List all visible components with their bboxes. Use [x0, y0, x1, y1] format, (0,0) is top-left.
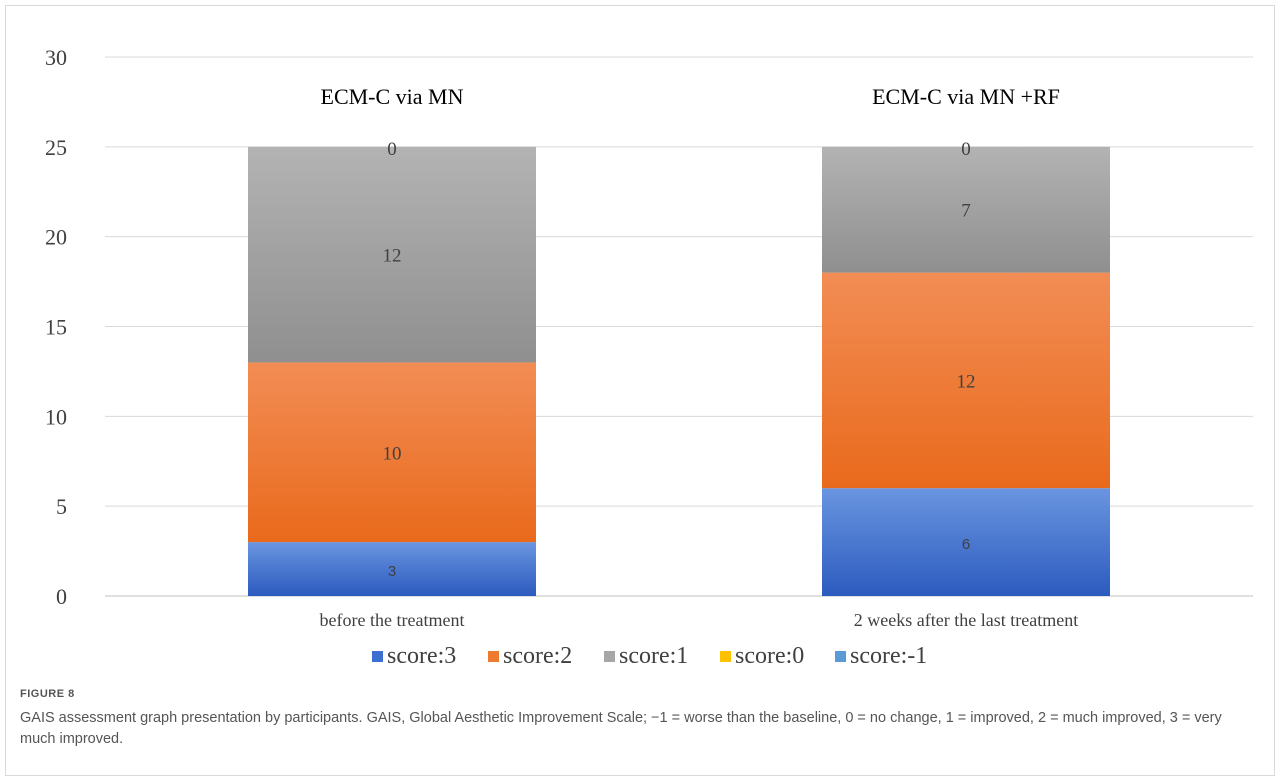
- legend-swatch: [720, 651, 731, 662]
- bar-segment-score2: [822, 272, 1110, 489]
- legend-label: score:1: [619, 643, 688, 669]
- legend-swatch: [488, 651, 499, 662]
- y-tick-label: 25: [45, 135, 67, 160]
- y-tick-label: 30: [45, 45, 67, 70]
- data-label: 10: [383, 443, 402, 464]
- bars: 3 10 12 0 6 12 7 0: [248, 139, 1110, 596]
- data-label: 12: [383, 246, 402, 267]
- stacked-bar-chart: 0 5 10 15 20 25 30 3 10 12 0 6 12 7 0 before the trea…: [45, 45, 1253, 669]
- x-axis: before the treatment 2 weeks after the la…: [320, 610, 1079, 630]
- figure-caption-text: GAIS assessment graph presentation by pa…: [20, 710, 1222, 747]
- legend-label: score:2: [503, 643, 572, 669]
- data-label-top: 0: [961, 139, 971, 160]
- legend: score:3 score:2 score:1 score:0 score:-1: [372, 643, 927, 669]
- bar-segment-score3: [822, 488, 1110, 596]
- bar-segment-score2: [248, 362, 536, 543]
- legend-label: score:3: [387, 643, 456, 669]
- y-tick-label: 0: [56, 584, 67, 609]
- legend-label: score:0: [735, 643, 804, 669]
- legend-swatch: [372, 651, 383, 662]
- legend-swatch: [835, 651, 846, 662]
- y-tick-label: 10: [45, 404, 67, 429]
- figure-caption: FIGURE 8 GAIS assessment graph presentat…: [20, 688, 1260, 750]
- y-tick-label: 15: [45, 315, 67, 340]
- data-label: 7: [961, 201, 971, 222]
- bar-segment-score1: [248, 146, 536, 363]
- legend-swatch: [604, 651, 615, 662]
- y-axis: 0 5 10 15 20 25 30: [45, 45, 67, 609]
- data-label-top: 0: [387, 139, 397, 160]
- bar-segment-score3: [248, 542, 536, 596]
- group-title: ECM-C via MN +RF: [872, 84, 1060, 109]
- y-tick-label: 5: [56, 494, 67, 519]
- x-category-label: before the treatment: [320, 610, 465, 630]
- bar-segment-score1: [822, 146, 1110, 273]
- data-label: 6: [962, 536, 970, 553]
- legend-label: score:-1: [850, 643, 927, 669]
- data-label: 12: [957, 371, 976, 392]
- group-title: ECM-C via MN: [321, 84, 464, 109]
- y-tick-label: 20: [45, 225, 67, 250]
- group-titles: ECM-C via MN ECM-C via MN +RF: [321, 84, 1060, 109]
- data-label: 3: [388, 563, 396, 580]
- x-category-label: 2 weeks after the last treatment: [854, 610, 1078, 630]
- figure-label: FIGURE 8: [20, 688, 75, 700]
